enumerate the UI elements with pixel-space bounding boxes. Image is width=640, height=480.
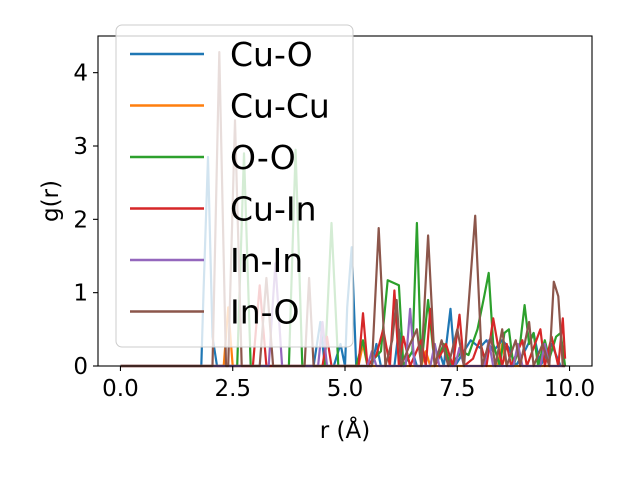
y-tick-label: 1 bbox=[73, 281, 88, 307]
legend-label-cu-in: Cu-In bbox=[230, 190, 317, 229]
y-tick-label: 0 bbox=[73, 354, 88, 380]
x-tick-label: 5.0 bbox=[327, 376, 364, 402]
legend-label-cu-o: Cu-O bbox=[230, 35, 313, 74]
x-tick-label: 0.0 bbox=[102, 376, 139, 402]
y-axis-label: g(r) bbox=[38, 180, 64, 222]
legend: Cu-O Cu-Cu O-O Cu-In In-In In-O bbox=[115, 24, 354, 348]
y-tick-label: 3 bbox=[73, 134, 88, 160]
x-axis: 0.0 2.5 5.0 7.5 10.0 bbox=[102, 366, 595, 402]
legend-label-o-o: O-O bbox=[230, 138, 296, 177]
series-line-in-o bbox=[120, 50, 566, 368]
x-tick-label: 10.0 bbox=[544, 376, 595, 402]
x-tick-label: 2.5 bbox=[214, 376, 251, 402]
legend-label-cu-cu: Cu-Cu bbox=[230, 87, 330, 126]
legend-label-in-in: In-In bbox=[230, 241, 303, 280]
legend-label-in-o: In-O bbox=[230, 293, 299, 332]
x-tick-label: 7.5 bbox=[439, 376, 476, 402]
y-axis: 0 1 2 3 4 bbox=[73, 61, 98, 380]
y-tick-label: 2 bbox=[73, 207, 88, 233]
y-tick-label: 4 bbox=[73, 61, 88, 87]
x-axis-label: r (Å) bbox=[320, 416, 370, 444]
